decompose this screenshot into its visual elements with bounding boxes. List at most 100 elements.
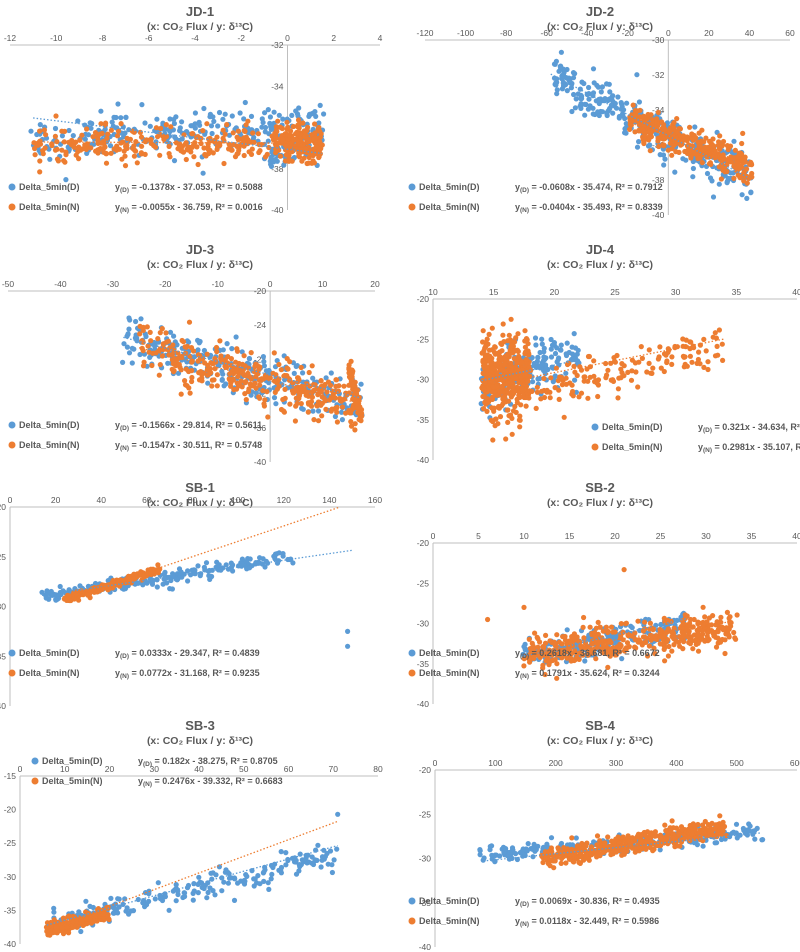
data-point: [712, 840, 718, 846]
data-point: [554, 87, 560, 93]
data-point: [599, 647, 606, 654]
data-point: [549, 342, 556, 348]
x-tick-label: 0: [431, 531, 436, 541]
data-point: [312, 109, 318, 115]
data-point: [115, 896, 121, 902]
data-point: [669, 648, 675, 654]
data-point: [126, 576, 132, 582]
data-point: [294, 363, 300, 369]
data-point: [558, 342, 564, 348]
data-point: [612, 359, 618, 365]
data-point: [334, 846, 340, 852]
data-point: [285, 857, 291, 864]
data-point: [271, 109, 277, 115]
data-point: [217, 338, 223, 344]
data-point: [658, 634, 664, 640]
data-point: [150, 350, 156, 356]
data-point: [167, 329, 174, 335]
trendline-n: [523, 620, 734, 655]
data-point: [599, 109, 606, 115]
data-point: [93, 148, 99, 154]
data-point: [131, 129, 137, 135]
x-tick-label: 10: [519, 531, 529, 541]
data-point: [648, 370, 654, 376]
chart-sb-4: SB-4(x: CO₂ Flux / y: δ¹³C)0 100 200 300 400…: [408, 718, 800, 952]
data-point: [701, 364, 707, 370]
data-point: [49, 142, 55, 149]
data-point: [724, 168, 730, 175]
data-point: [175, 350, 181, 356]
y-tick-label: -20: [417, 538, 430, 548]
data-point: [596, 639, 602, 645]
data-point: [636, 128, 642, 134]
data-point: [262, 129, 268, 135]
trend-equation: y(D) = -0.1566x - 29.814, R² = 0.5611: [115, 420, 262, 432]
data-point: [286, 157, 292, 163]
y-tick-label: -25: [417, 334, 430, 344]
data-point: [652, 651, 658, 657]
data-point: [332, 413, 338, 420]
data-point: [205, 889, 211, 896]
data-point: [274, 386, 280, 392]
x-tick-label: -20: [622, 28, 635, 38]
data-point: [231, 875, 238, 881]
data-point: [322, 853, 328, 860]
data-point: [241, 116, 247, 122]
data-point: [548, 375, 554, 381]
y-tick-label: -24: [254, 320, 267, 330]
data-point: [230, 568, 236, 574]
legend-label: Delta_5min(D): [19, 182, 80, 192]
data-point: [525, 378, 531, 384]
data-point: [535, 354, 541, 360]
x-tick-label: -30: [107, 279, 120, 289]
data-point: [155, 562, 161, 568]
data-point: [710, 154, 716, 160]
data-point: [711, 631, 717, 637]
data-point: [594, 380, 600, 386]
data-point: [47, 156, 53, 162]
data-point: [548, 354, 555, 360]
data-point: [189, 123, 195, 129]
data-point: [239, 561, 245, 567]
data-point: [505, 407, 511, 413]
data-point: [507, 849, 513, 856]
data-point: [265, 414, 271, 420]
data-point: [321, 111, 327, 117]
data-point: [251, 883, 257, 889]
data-point: [309, 394, 315, 400]
data-point: [350, 381, 356, 387]
data-point: [759, 837, 765, 843]
data-point: [168, 124, 174, 130]
data-point: [733, 165, 739, 171]
data-point: [334, 419, 340, 425]
data-point: [163, 330, 169, 336]
data-point: [742, 830, 748, 836]
data-point: [591, 646, 597, 652]
data-point: [506, 398, 512, 404]
data-point: [63, 149, 69, 155]
data-point: [580, 652, 586, 658]
data-point: [92, 130, 99, 136]
legend-entry-n: Delta_5min(N) y(N) = -0.0055x - 36.759, R…: [8, 202, 263, 214]
data-point: [129, 360, 135, 366]
data-point: [300, 859, 306, 865]
data-point: [719, 341, 725, 347]
data-point: [644, 369, 650, 375]
data-point: [699, 160, 705, 166]
data-point: [147, 329, 153, 335]
data-point: [99, 586, 105, 592]
data-point: [612, 629, 618, 635]
data-point: [273, 135, 279, 141]
data-point: [489, 347, 495, 353]
data-point: [328, 382, 334, 388]
data-point: [268, 124, 274, 130]
data-point: [278, 367, 284, 373]
chart-sb-1: SB-1(x: CO₂ Flux / y: δ¹³C)0 20 40 60 80 100 1…: [0, 480, 382, 711]
data-point: [522, 328, 528, 334]
data-point: [581, 614, 587, 621]
data-point: [348, 423, 355, 429]
data-point: [587, 103, 593, 109]
data-point: [507, 347, 513, 353]
data-point: [82, 136, 88, 142]
data-point: [679, 633, 686, 639]
